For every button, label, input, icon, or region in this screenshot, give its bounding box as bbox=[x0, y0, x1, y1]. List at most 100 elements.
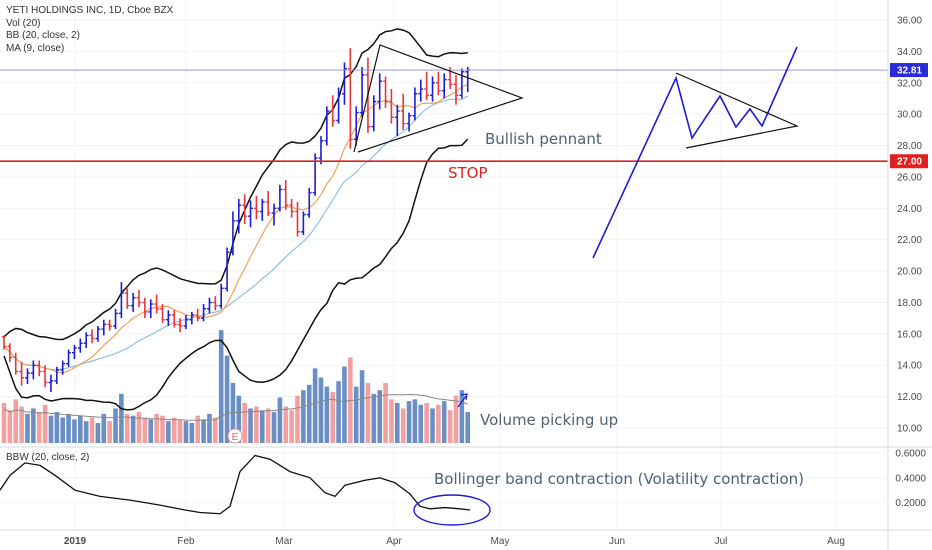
candle bbox=[142, 297, 148, 319]
last-price-tag-text: 32.81 bbox=[897, 66, 922, 77]
volume-bar bbox=[31, 408, 36, 443]
volume-bar bbox=[342, 366, 347, 443]
volume-bar bbox=[283, 406, 289, 443]
pennant-price bbox=[353, 44, 524, 153]
candle bbox=[177, 318, 183, 333]
candle bbox=[165, 310, 171, 326]
projection-path bbox=[592, 46, 798, 259]
candle bbox=[377, 73, 383, 110]
annotation-stop: STOP bbox=[448, 164, 488, 182]
volume-bar bbox=[189, 422, 195, 443]
candle bbox=[119, 282, 124, 319]
volume-bar bbox=[72, 419, 77, 443]
candle bbox=[418, 79, 424, 102]
bbw-tick-label: 0.4000 bbox=[895, 473, 926, 484]
candle bbox=[389, 89, 394, 124]
candle bbox=[441, 73, 447, 99]
price-tick-label: 14.00 bbox=[897, 361, 922, 372]
candle bbox=[254, 195, 259, 220]
volume-bar bbox=[359, 370, 365, 443]
volume-bar bbox=[412, 399, 418, 443]
volume-bar bbox=[383, 382, 388, 443]
candle bbox=[60, 360, 66, 375]
candle bbox=[107, 319, 113, 331]
volume-bar bbox=[242, 402, 247, 443]
bb-upper-line bbox=[3, 28, 468, 341]
candle bbox=[136, 289, 142, 308]
candle bbox=[148, 299, 154, 319]
candle bbox=[265, 191, 271, 217]
legend-vol[interactable]: Vol (20) bbox=[6, 17, 41, 29]
candle bbox=[130, 293, 136, 312]
candle bbox=[347, 48, 353, 149]
volume-bar bbox=[66, 413, 71, 443]
price-tick-label: 24.00 bbox=[897, 204, 922, 215]
volume-bar bbox=[318, 377, 324, 443]
annotation-bullish-pennant: Bullish pennant bbox=[485, 130, 602, 148]
candles bbox=[1, 48, 471, 392]
volume-bar bbox=[107, 421, 112, 443]
earnings-letter: E bbox=[232, 432, 239, 443]
volume-bar bbox=[218, 330, 224, 443]
time-axis: 2019 Feb Mar Apr May Jun Jul Aug bbox=[64, 536, 845, 547]
volume-bar bbox=[453, 395, 459, 443]
candle bbox=[154, 294, 160, 314]
volume-bar bbox=[83, 421, 89, 443]
volume-bar bbox=[130, 415, 136, 443]
time-tick-label: Feb bbox=[177, 536, 195, 547]
volume-arrow bbox=[457, 395, 467, 408]
volume-bar bbox=[101, 413, 107, 443]
candle bbox=[324, 106, 330, 146]
time-tick-label: Jun bbox=[609, 536, 625, 547]
bbw-legend[interactable]: BBW (20, close, 2) bbox=[6, 452, 90, 463]
volume-bar bbox=[136, 412, 142, 443]
candle bbox=[89, 329, 95, 344]
volume-bar bbox=[436, 404, 441, 443]
legend-title[interactable]: YETI HOLDINGS INC, 1D, Cboe BZX bbox=[6, 5, 174, 16]
price-tick-label: 26.00 bbox=[897, 172, 922, 183]
volume-bar bbox=[301, 390, 306, 443]
volume-bar bbox=[365, 382, 371, 443]
volume-bar bbox=[424, 402, 429, 443]
candle bbox=[336, 87, 341, 124]
volume-bar bbox=[89, 417, 95, 443]
candle bbox=[19, 362, 25, 386]
volume-bar bbox=[371, 393, 377, 443]
last-price-tag: 32.81 bbox=[890, 63, 928, 78]
candle bbox=[207, 297, 212, 314]
candle bbox=[289, 198, 295, 218]
volume-bar bbox=[1, 402, 7, 443]
volume-bar bbox=[95, 422, 101, 443]
candle bbox=[212, 296, 218, 311]
volume-bar bbox=[459, 390, 465, 443]
candle bbox=[30, 360, 36, 380]
price-tick-label: 18.00 bbox=[897, 298, 922, 309]
legend-ma[interactable]: MA (9, close) bbox=[6, 42, 65, 54]
volume-bar bbox=[465, 412, 471, 443]
volume-bar bbox=[289, 410, 294, 443]
volume-bar bbox=[119, 393, 124, 443]
last-price-tag-bg bbox=[890, 63, 928, 78]
annotation-volume-picking-up: Volume picking up bbox=[480, 411, 618, 429]
legend-bb[interactable]: BB (20, close, 2) bbox=[6, 30, 80, 41]
volume-bar bbox=[42, 404, 48, 443]
volume-bar bbox=[312, 368, 318, 443]
candle bbox=[48, 374, 54, 392]
volume-bar bbox=[54, 412, 60, 443]
earnings-marker: E bbox=[227, 428, 243, 444]
volume-bar bbox=[171, 417, 177, 443]
candle bbox=[160, 304, 165, 323]
price-tick-label: 16.00 bbox=[897, 329, 922, 340]
time-tick-label: Jul bbox=[715, 536, 728, 547]
candle bbox=[54, 366, 60, 385]
price-tick-label: 20.00 bbox=[897, 267, 922, 278]
candle bbox=[312, 153, 318, 196]
candle bbox=[25, 368, 30, 385]
volume-bar bbox=[400, 408, 406, 443]
price-tick-label: 34.00 bbox=[897, 47, 922, 58]
candle bbox=[359, 67, 365, 118]
candle bbox=[242, 194, 248, 224]
candle bbox=[406, 112, 412, 132]
annotation-bbw-contraction: Bollinger band contraction (Volatility c… bbox=[434, 470, 804, 488]
